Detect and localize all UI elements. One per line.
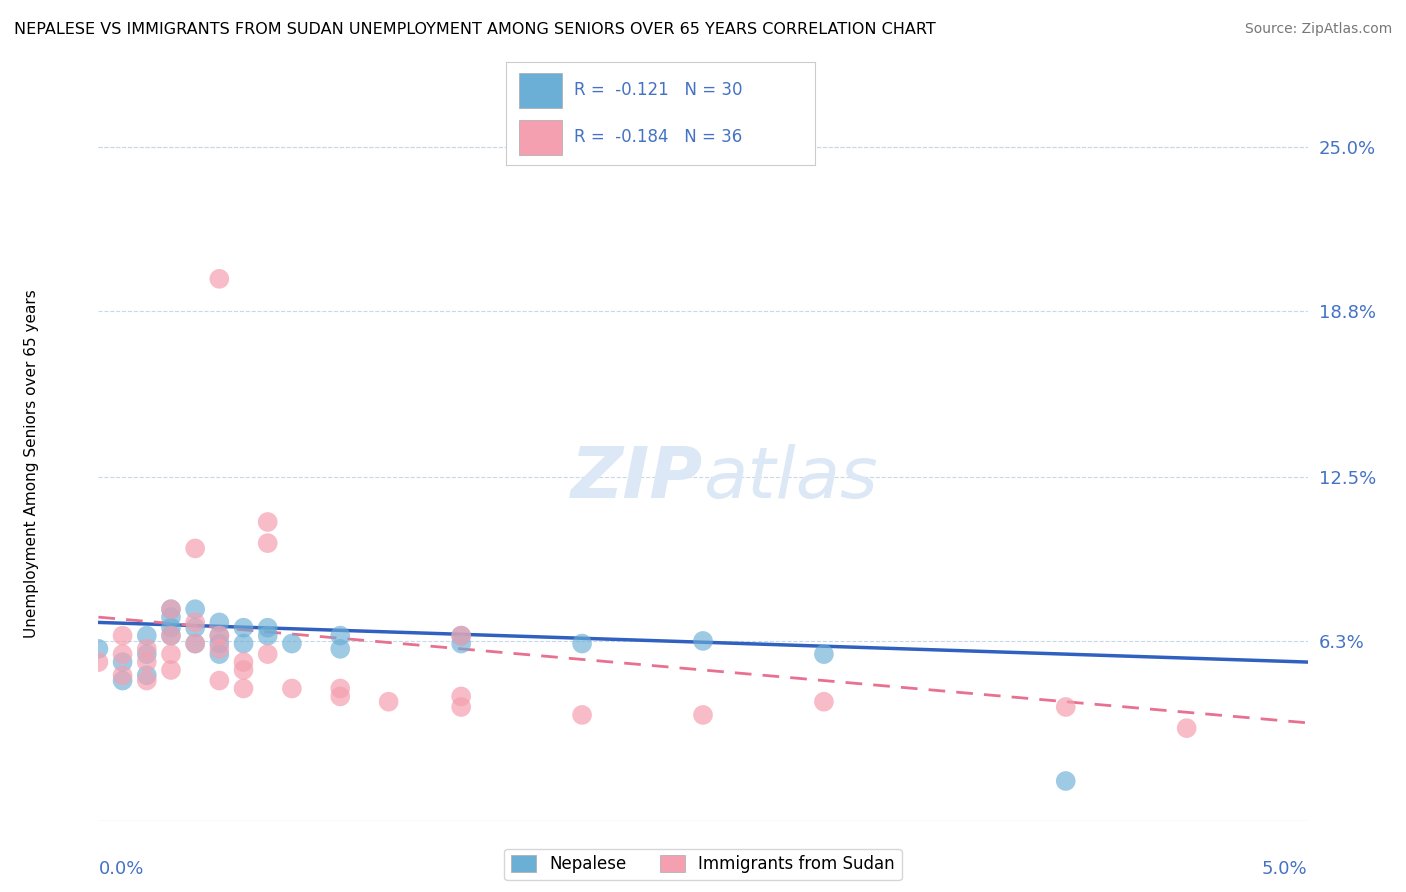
Point [208,641,231,656]
Point [450,700,472,714]
Point [184,621,207,635]
Point [208,673,231,688]
Point [160,629,183,643]
Point [160,610,183,624]
Text: 5.0%: 5.0% [1263,860,1308,878]
Point [377,695,399,709]
Text: ZIP: ZIP [571,443,703,513]
Point [160,602,183,616]
Text: Source: ZipAtlas.com: Source: ZipAtlas.com [1244,22,1392,37]
Point [232,681,254,696]
Point [135,668,157,682]
FancyBboxPatch shape [519,120,562,155]
Point [208,629,231,643]
Point [256,629,278,643]
Point [208,647,231,661]
Point [281,636,304,650]
Point [184,541,207,556]
Point [208,272,231,286]
Point [450,690,472,704]
Point [256,536,278,550]
Point [135,641,157,656]
Point [232,636,254,650]
Point [111,673,134,688]
Point [135,673,157,688]
Text: R =  -0.184   N = 36: R = -0.184 N = 36 [574,128,742,146]
Point [87,641,110,656]
Point [111,668,134,682]
Point [329,681,352,696]
Point [232,621,254,635]
Point [450,629,472,643]
Point [135,629,157,643]
Point [135,647,157,661]
Point [160,621,183,635]
Point [692,634,714,648]
Point [208,636,231,650]
FancyBboxPatch shape [519,73,562,108]
Point [111,655,134,669]
Text: Unemployment Among Seniors over 65 years: Unemployment Among Seniors over 65 years [24,290,39,638]
Point [329,629,352,643]
Point [208,629,231,643]
Point [1054,774,1077,789]
Point [160,629,183,643]
Point [184,602,207,616]
Point [135,655,157,669]
Point [256,647,278,661]
Point [184,636,207,650]
Point [111,629,134,643]
Point [160,602,183,616]
Point [208,615,231,630]
Point [160,647,183,661]
Text: NEPALESE VS IMMIGRANTS FROM SUDAN UNEMPLOYMENT AMONG SENIORS OVER 65 YEARS CORRE: NEPALESE VS IMMIGRANTS FROM SUDAN UNEMPL… [14,22,936,37]
Text: 0.0%: 0.0% [98,860,143,878]
Point [813,647,835,661]
Point [184,636,207,650]
Point [111,647,134,661]
Point [232,663,254,677]
Point [1175,721,1198,735]
Point [87,655,110,669]
Point [256,515,278,529]
Legend: Nepalese, Immigrants from Sudan: Nepalese, Immigrants from Sudan [505,848,901,880]
Point [329,690,352,704]
Point [450,629,472,643]
Point [571,707,593,722]
Point [232,655,254,669]
Point [571,636,593,650]
Point [813,695,835,709]
Point [281,681,304,696]
Point [160,663,183,677]
Point [450,636,472,650]
Point [184,615,207,630]
Text: R =  -0.121   N = 30: R = -0.121 N = 30 [574,81,742,99]
Point [329,641,352,656]
Text: atlas: atlas [703,443,877,513]
Point [1054,700,1077,714]
Point [256,621,278,635]
Point [692,707,714,722]
